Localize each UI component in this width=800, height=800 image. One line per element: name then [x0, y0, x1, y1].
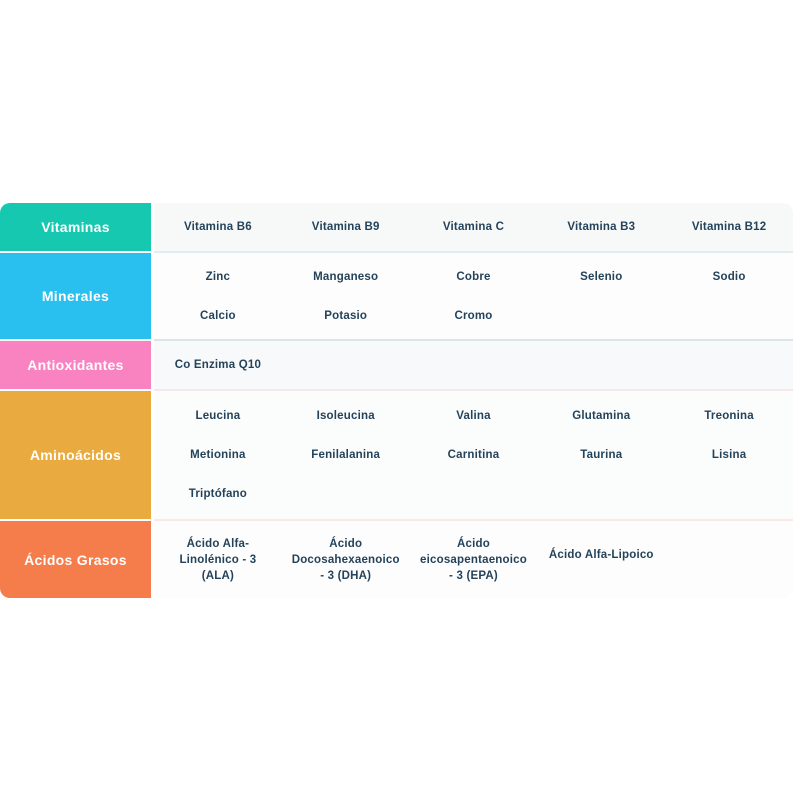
nutrient-item: Valina [456, 410, 491, 422]
nutrient-item: Ácido Alfa-Lipoico [548, 549, 654, 561]
table-cell: Valina Carnitina [410, 397, 538, 514]
table-row: Aminoácidos Leucina Metionina Triptófano Iso… [0, 391, 793, 521]
table-cell: Vitamina C [410, 208, 538, 247]
table-cell: Ácido Alfa-Lipoico [537, 536, 665, 584]
table-cell: Vitamina B9 [282, 208, 410, 247]
table-cell: Ácido eicosapentaenoico - 3 (EPA) [410, 536, 538, 584]
table-row: Antioxidantes Co Enzima Q10 [0, 341, 793, 391]
nutrient-item: Fenilalanina [311, 449, 381, 461]
table-row: Ácidos Grasos Ácido Alfa- Linolénico - 3 … [0, 521, 793, 598]
table-cell: Treonina Lisina [665, 397, 793, 514]
row-content: Vitamina B6 Vitamina B9 Vitamina C Vitamina… [154, 203, 793, 253]
nutrient-table: Vitaminas Vitamina B6 Vitamina B9 Vitamina … [0, 203, 793, 598]
nutrient-item: Taurina [580, 449, 623, 461]
nutrient-item: Vitamina B6 [183, 221, 252, 233]
category-label: Vitaminas [0, 203, 151, 253]
nutrient-item: Vitamina B9 [311, 221, 380, 233]
table-cell: Sodio [665, 257, 793, 335]
nutrient-item: Sodio [712, 270, 746, 283]
nutrient-item: Vitamina B3 [567, 221, 636, 233]
category-label: Ácidos Grasos [0, 521, 151, 598]
nutrient-item: Ácido Alfa- Linolénico - 3 (ALA) [179, 537, 257, 582]
table-cell: Ácido Alfa- Linolénico - 3 (ALA) [154, 536, 282, 584]
nutrient-item: Zinc [205, 270, 231, 283]
table-cell: Cobre Cromo [410, 257, 538, 335]
category-label: Antioxidantes [0, 341, 151, 391]
table-row: Minerales Zinc Calcio Manganeso Potasio Cobre… [0, 253, 793, 341]
nutrient-item: Vitamina C [442, 221, 505, 233]
table-cell: Isoleucina Fenilalanina [282, 397, 410, 514]
nutrient-item: Glutamina [572, 410, 631, 422]
nutrient-item: Cobre [456, 270, 491, 283]
nutrient-item: Cromo [454, 309, 493, 322]
row-content: Zinc Calcio Manganeso Potasio Cobre Cromo Sele… [154, 253, 793, 341]
nutrient-item: Calcio [200, 309, 236, 322]
table-cell: Leucina Metionina Triptófano [154, 397, 282, 514]
row-content: Leucina Metionina Triptófano Isoleucina Feni… [154, 391, 793, 521]
table-cell [665, 346, 793, 385]
table-cell: Zinc Calcio [154, 257, 282, 335]
table-cell: Vitamina B3 [537, 208, 665, 247]
row-content: Co Enzima Q10 [154, 341, 793, 391]
nutrient-item: Ácido Docosahexaenoico - 3 (DHA) [291, 537, 400, 582]
nutrient-item: Ácido eicosapentaenoico - 3 (EPA) [420, 537, 527, 582]
nutrient-item: Isoleucina [316, 410, 375, 422]
table-cell: Glutamina Taurina [537, 397, 665, 514]
nutrient-item: Metionina [190, 449, 246, 461]
nutrient-item: Vitamina B12 [691, 221, 767, 233]
row-content: Ácido Alfa- Linolénico - 3 (ALA) Ácido Do… [154, 521, 793, 598]
nutrient-item: Potasio [324, 309, 368, 322]
nutrient-item: Lisina [711, 449, 747, 461]
nutrient-item: Selenio [580, 270, 623, 283]
nutrient-item: Manganeso [313, 270, 379, 283]
table-cell: Ácido Docosahexaenoico - 3 (DHA) [282, 536, 410, 584]
table-row: Vitaminas Vitamina B6 Vitamina B9 Vitamina … [0, 203, 793, 253]
category-label: Aminoácidos [0, 391, 151, 521]
table-cell [537, 346, 665, 385]
category-label: Minerales [0, 253, 151, 341]
nutrient-item: Triptófano [188, 488, 247, 500]
table-cell: Vitamina B12 [665, 208, 793, 247]
nutrient-item: Carnitina [447, 449, 500, 461]
nutrient-item: Treonina [704, 410, 754, 422]
table-cell [282, 346, 410, 385]
table-cell: Manganeso Potasio [282, 257, 410, 335]
table-cell [665, 536, 793, 584]
table-cell [410, 346, 538, 385]
nutrient-item: Co Enzima Q10 [174, 359, 262, 371]
table-cell: Selenio [537, 257, 665, 335]
nutrient-item: Leucina [195, 410, 241, 422]
table-cell: Co Enzima Q10 [154, 346, 282, 385]
table-cell: Vitamina B6 [154, 208, 282, 247]
